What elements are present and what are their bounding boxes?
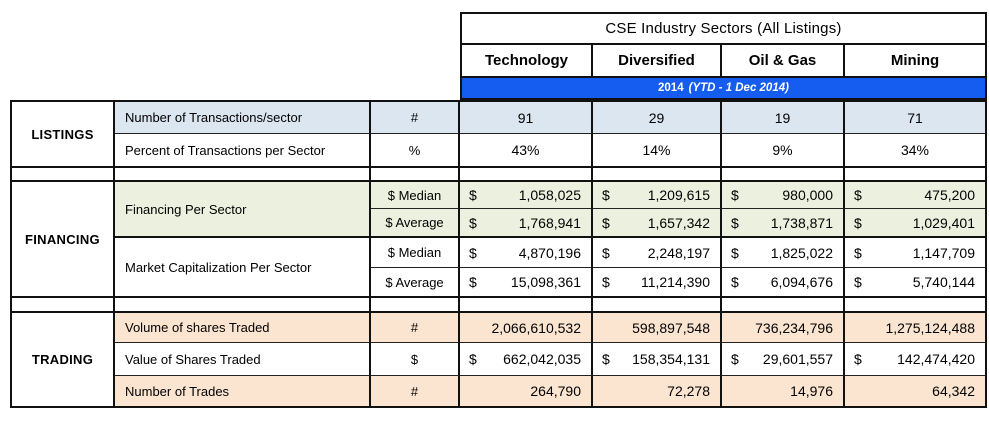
unit-label: $ Median — [371, 238, 460, 268]
unit-label: # — [371, 376, 460, 408]
value-cell: $ 1,029,401 — [845, 209, 987, 238]
value-cell: $ 15,098,361 — [460, 268, 593, 298]
value-cell: 14% — [593, 134, 722, 168]
value-cell: 29 — [593, 100, 722, 134]
currency-sign: $ — [854, 244, 862, 261]
section-gap — [722, 168, 845, 180]
section-gap — [593, 298, 722, 311]
unit-label: $ Median — [371, 180, 460, 209]
currency-sign: $ — [854, 214, 862, 231]
column-header-oil-gas: Oil & Gas — [722, 45, 845, 78]
value-cell: 19 — [722, 100, 845, 134]
value-cell: $ 158,354,131 — [593, 343, 722, 376]
value-cell: $ 11,214,390 — [593, 268, 722, 298]
value-cell: 14,976 — [722, 376, 845, 408]
column-header-mining: Mining — [845, 45, 987, 78]
section-gap — [460, 168, 593, 180]
value-cell: 736,234,796 — [722, 311, 845, 343]
value-cell: 72,278 — [593, 376, 722, 408]
currency-sign: $ — [731, 351, 739, 367]
section-gap — [115, 298, 371, 311]
row-label: Number of Trades — [115, 376, 371, 408]
currency-sign: $ — [469, 274, 477, 290]
unit-label: % — [371, 134, 460, 168]
section-gap — [845, 168, 987, 180]
currency-sign: $ — [602, 244, 610, 261]
section-label-financing: FINANCING — [10, 180, 115, 298]
section-gap — [115, 168, 371, 180]
value-cell: $ 1,147,709 — [845, 238, 987, 268]
column-header-technology: Technology — [460, 45, 593, 78]
unit-label: $ — [371, 343, 460, 376]
value-cell: $ 980,000 — [722, 180, 845, 209]
value-cell: $ 5,740,144 — [845, 268, 987, 298]
currency-sign: $ — [602, 351, 610, 367]
value-cell: $ 142,474,420 — [845, 343, 987, 376]
section-label-trading: TRADING — [10, 311, 115, 408]
value-cell: $ 662,042,035 — [460, 343, 593, 376]
unit-label: $ Average — [371, 209, 460, 238]
currency-sign: $ — [731, 274, 739, 290]
value-cell: $ 1,738,871 — [722, 209, 845, 238]
currency-sign: $ — [731, 187, 739, 203]
value-cell: $ 1,825,022 — [722, 238, 845, 268]
section-label-listings: LISTINGS — [10, 100, 115, 168]
section-gap — [10, 298, 115, 311]
value-cell: 9% — [722, 134, 845, 168]
row-label: Percent of Transactions per Sector — [115, 134, 371, 168]
cse-sectors-table: CSE Industry Sectors (All Listings) Tech… — [10, 12, 987, 408]
value-cell: 34% — [845, 134, 987, 168]
currency-sign: $ — [602, 187, 610, 203]
unit-label: # — [371, 100, 460, 134]
period-year: 2014 — [658, 82, 684, 94]
section-gap — [10, 168, 115, 180]
section-gap — [722, 298, 845, 311]
currency-sign: $ — [469, 187, 477, 203]
currency-sign: $ — [854, 187, 862, 203]
section-gap — [593, 168, 722, 180]
value-cell: 71 — [845, 100, 987, 134]
value-cell: $ 2,248,197 — [593, 238, 722, 268]
currency-sign: $ — [602, 214, 610, 231]
value-cell: 1,275,124,488 — [845, 311, 987, 343]
currency-sign: $ — [731, 244, 739, 261]
value-cell: 264,790 — [460, 376, 593, 408]
currency-sign: $ — [469, 351, 477, 367]
value-cell: $ 1,657,342 — [593, 209, 722, 238]
section-gap — [845, 298, 987, 311]
row-label: Number of Transactions/sector — [115, 100, 371, 134]
value-cell: 64,342 — [845, 376, 987, 408]
row-label: Volume of shares Traded — [115, 311, 371, 343]
value-cell: 91 — [460, 100, 593, 134]
currency-sign: $ — [469, 214, 477, 231]
value-cell: $ 1,209,615 — [593, 180, 722, 209]
currency-sign: $ — [731, 214, 739, 231]
value-cell: $ 4,870,196 — [460, 238, 593, 268]
table-title: CSE Industry Sectors (All Listings) — [460, 12, 987, 45]
unit-label: $ Average — [371, 268, 460, 298]
currency-sign: $ — [602, 274, 610, 290]
row-label: Financing Per Sector — [115, 180, 371, 238]
value-cell: $ 475,200 — [845, 180, 987, 209]
value-cell: $ 1,058,025 — [460, 180, 593, 209]
section-gap — [371, 168, 460, 180]
value-cell: 2,066,610,532 — [460, 311, 593, 343]
currency-sign: $ — [854, 274, 862, 290]
row-label: Market Capitalization Per Sector — [115, 238, 371, 298]
value-cell: $ 1,768,941 — [460, 209, 593, 238]
value-cell: 598,897,548 — [593, 311, 722, 343]
value-cell: 43% — [460, 134, 593, 168]
unit-label: # — [371, 311, 460, 343]
currency-sign: $ — [469, 244, 477, 261]
value-cell: $ 29,601,557 — [722, 343, 845, 376]
section-gap — [371, 298, 460, 311]
row-label: Value of Shares Traded — [115, 343, 371, 376]
period-note: (YTD - 1 Dec 2014) — [688, 82, 789, 94]
period-banner: 2014 (YTD - 1 Dec 2014) — [460, 78, 987, 100]
value-cell: $ 6,094,676 — [722, 268, 845, 298]
currency-sign: $ — [854, 351, 862, 367]
column-header-diversified: Diversified — [593, 45, 722, 78]
section-gap — [460, 298, 593, 311]
